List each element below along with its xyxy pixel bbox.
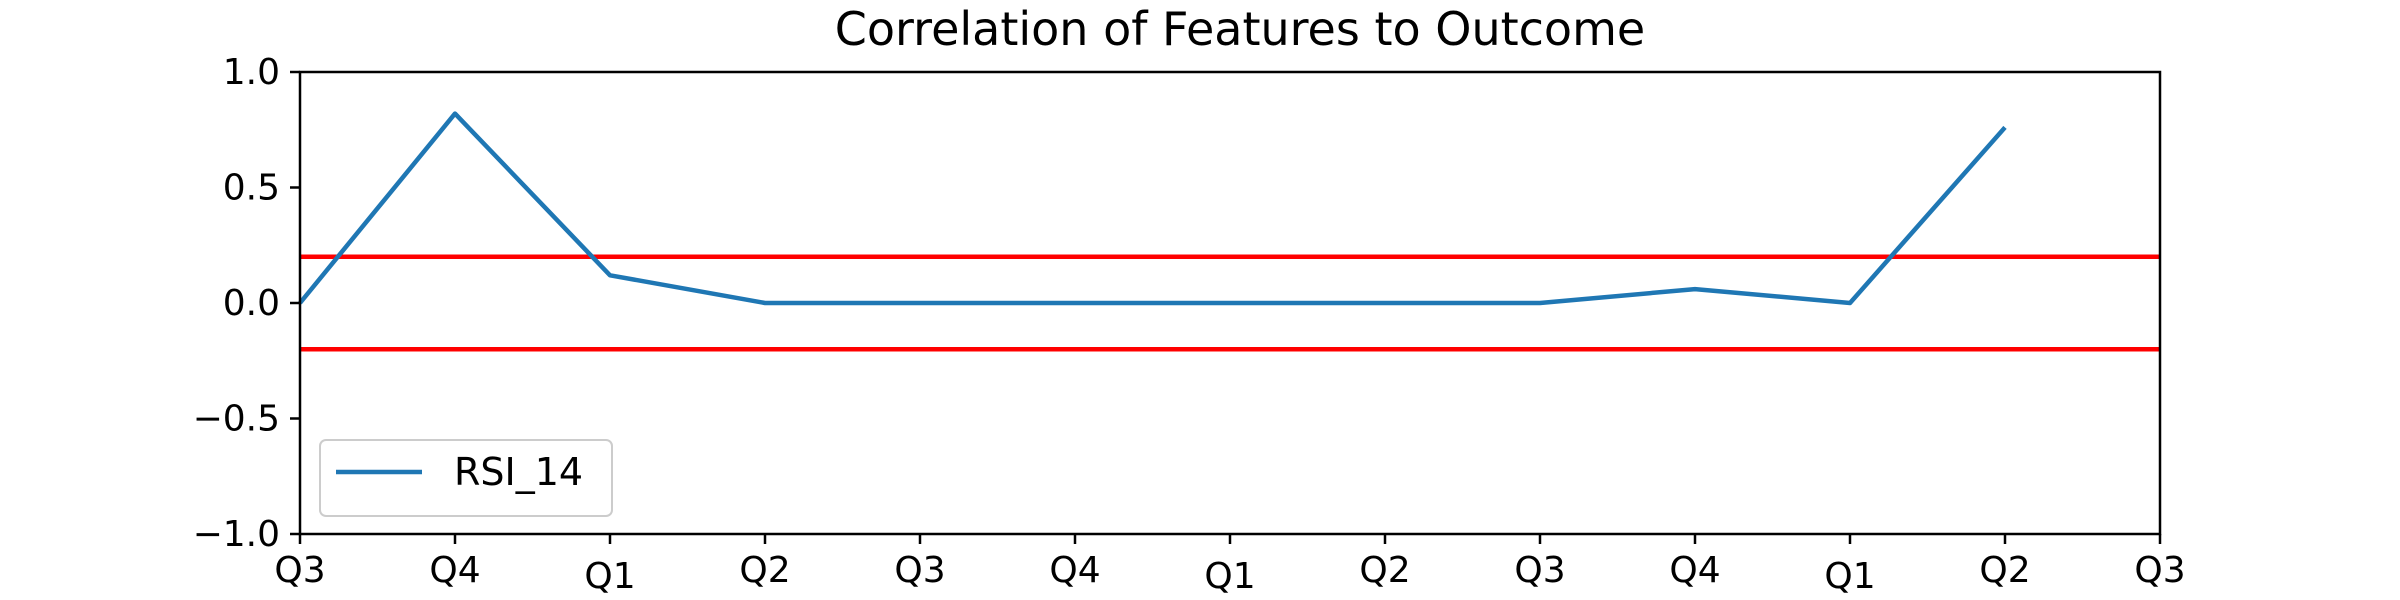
y-axis: 1.0 0.5 0.0 −0.5 −1.0: [193, 52, 300, 555]
x-tick-label: Q4: [1049, 550, 1100, 591]
x-tick-label: Q3: [274, 550, 325, 591]
y-tick-label: −0.5: [193, 399, 280, 440]
x-tick-label: Q2: [1979, 550, 2030, 591]
x-tick-label: Q4: [429, 550, 480, 591]
y-tick-label: 1.0: [223, 52, 280, 93]
y-tick-label: 0.5: [223, 168, 280, 209]
x-tick-label: Q3: [1514, 550, 1565, 591]
x-axis: Q3 Q4 Q1 Q2 Q3 Q4 Q1 Q2 Q3 Q4 Q1 Q2 Q3: [274, 534, 2186, 597]
x-tick-label: Q3: [894, 550, 945, 591]
y-tick-label: −1.0: [193, 514, 280, 555]
x-tick-label: Q2: [739, 550, 790, 591]
x-tick-label: Q1: [1204, 556, 1255, 597]
reference-lines: [300, 254, 2160, 352]
x-tick-label: Q1: [1824, 556, 1875, 597]
legend-label-rsi-14: RSI_14: [454, 450, 583, 494]
x-tick-label: Q3: [2134, 550, 2185, 591]
x-tick-label: Q4: [1669, 550, 1720, 591]
chart-title: Correlation of Features to Outcome: [835, 2, 1645, 56]
x-tick-label: Q1: [584, 556, 635, 597]
legend: RSI_14: [319, 439, 613, 517]
legend-box: [319, 439, 613, 517]
series-line-0: [298, 111, 2007, 306]
series-layer: [298, 111, 2007, 306]
x-tick-label: Q2: [1359, 550, 1410, 591]
y-tick-label: 0.0: [223, 283, 280, 324]
